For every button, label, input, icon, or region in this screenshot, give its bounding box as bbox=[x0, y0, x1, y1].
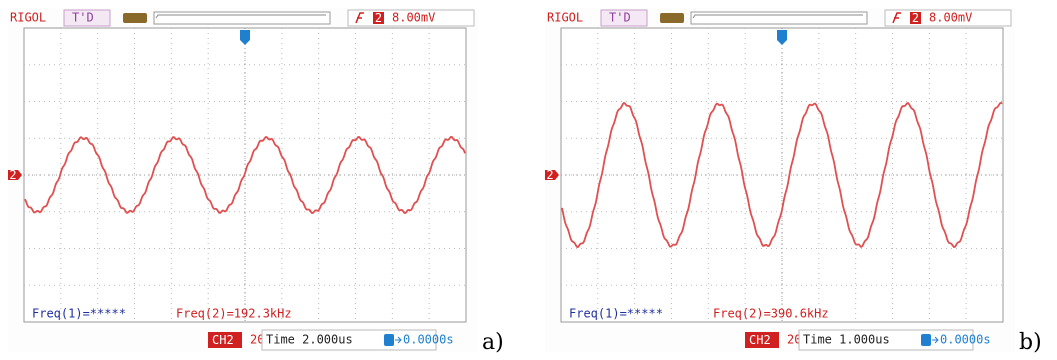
offset: 0.0000s bbox=[403, 333, 454, 347]
figure: RIGOL T'D 2 8.00mV 2 Freq(1)=***** Freq(2)=192… bbox=[0, 0, 1057, 360]
brand: RIGOL bbox=[10, 11, 46, 25]
trigger-channel: 2 bbox=[912, 11, 919, 25]
freq-2: Freq(2)=192.3kHz bbox=[176, 307, 292, 321]
brand: RIGOL bbox=[547, 11, 583, 25]
time-div: Time 2.000us bbox=[266, 333, 353, 347]
oscilloscope-screen: RIGOL T'D 2 8.00mV 2 Freq(1)=***** Freq(2)=390… bbox=[545, 8, 1015, 352]
battery-icon bbox=[660, 13, 684, 23]
channel-marker: 2 bbox=[546, 168, 553, 182]
freq-1: Freq(1)=***** bbox=[32, 307, 126, 321]
trigger-level: 8.00mV bbox=[392, 11, 435, 25]
panel-label: b) bbox=[1019, 330, 1042, 355]
trigger-channel: 2 bbox=[375, 11, 382, 25]
status: T'D bbox=[72, 11, 94, 25]
panel-label: a) bbox=[482, 330, 504, 355]
channel: CH2 bbox=[212, 333, 234, 347]
freq-2: Freq(2)=390.6kHz bbox=[713, 307, 829, 321]
offset-icon bbox=[384, 334, 394, 346]
channel-marker: 2 bbox=[9, 168, 16, 182]
trigger-level: 8.00mV bbox=[929, 11, 972, 25]
time-div: Time 1.000us bbox=[803, 333, 890, 347]
memory-bar bbox=[154, 12, 330, 24]
freq-1: Freq(1)=***** bbox=[569, 307, 663, 321]
memory-bar bbox=[691, 12, 867, 24]
offset-icon bbox=[921, 334, 931, 346]
battery-icon bbox=[123, 13, 147, 23]
oscilloscope-screen: RIGOL T'D 2 8.00mV 2 Freq(1)=***** Freq(2)=192… bbox=[8, 8, 478, 352]
channel: CH2 bbox=[749, 333, 771, 347]
status: T'D bbox=[609, 11, 631, 25]
offset: 0.0000s bbox=[940, 333, 991, 347]
